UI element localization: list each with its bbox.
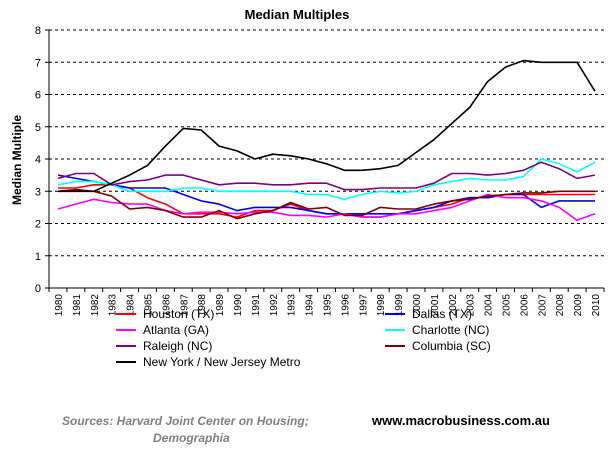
x-tick-label: 1985 bbox=[143, 294, 154, 317]
chart-title: Median Multiples bbox=[245, 7, 350, 22]
x-tick-label: 2008 bbox=[555, 294, 566, 317]
sources-line-1: Sources: Harvard Joint Center on Housing… bbox=[62, 414, 309, 428]
x-tick-label: 2001 bbox=[430, 294, 441, 317]
x-tick-label: 1981 bbox=[72, 294, 83, 317]
y-axis-label: Median Multiple bbox=[10, 115, 24, 205]
x-axis-ticks: 1980 1981 1982 1983 1984 1985 1986 1987 1988 1989… bbox=[48, 288, 605, 317]
x-tick-label: 2000 bbox=[412, 294, 423, 317]
y-tick-label: 5 bbox=[35, 122, 41, 134]
x-tick-label: 1995 bbox=[323, 294, 334, 317]
series-line-atlanta-ga bbox=[57, 193, 596, 222]
y-tick-label: 7 bbox=[35, 57, 41, 69]
y-tick-label: 6 bbox=[35, 90, 41, 102]
legend-label-atlanta-ga: Atlanta (GA) bbox=[143, 323, 209, 337]
x-tick-label: 1994 bbox=[305, 294, 316, 317]
x-tick-label: 1999 bbox=[394, 294, 405, 317]
series-line-new-york-new-jersey-metro bbox=[58, 59, 596, 193]
x-tick-label: 1990 bbox=[233, 294, 244, 317]
y-tick-label: 3 bbox=[35, 186, 41, 198]
gridlines bbox=[49, 29, 604, 257]
x-tick-label: 1992 bbox=[269, 294, 280, 317]
x-tick-label: 1996 bbox=[340, 294, 351, 317]
legend-label-columbia-sc: Columbia (SC) bbox=[412, 339, 491, 353]
x-tick-label: 1984 bbox=[126, 294, 137, 317]
x-tick-label: 2010 bbox=[591, 294, 602, 317]
x-tick-label: 1988 bbox=[197, 294, 208, 317]
y-tick-label: 2 bbox=[35, 219, 41, 231]
x-tick-label: 1998 bbox=[376, 294, 387, 317]
x-tick-label: 2003 bbox=[466, 294, 477, 317]
x-tick-label: 2009 bbox=[573, 294, 584, 317]
x-tick-label: 1989 bbox=[215, 294, 226, 317]
website-label: www.macrobusiness.com.au bbox=[371, 413, 550, 428]
x-tick-label: 2006 bbox=[519, 294, 530, 317]
x-tick-label: 2005 bbox=[502, 294, 513, 317]
y-tick-label: 4 bbox=[35, 154, 41, 166]
x-tick-label: 1997 bbox=[358, 294, 369, 317]
x-tick-label: 1987 bbox=[179, 294, 190, 317]
legend-label-houston-tx: Houston (TX) bbox=[143, 307, 214, 321]
legend-label-dallas-tx: Dallas (TX) bbox=[412, 307, 472, 321]
x-tick-label: 1993 bbox=[287, 294, 298, 317]
y-tick-label: 8 bbox=[35, 25, 41, 37]
x-tick-label: 2002 bbox=[448, 294, 459, 317]
legend-label-new-york-new-jersey-metro: New York / New Jersey Metro bbox=[143, 355, 301, 369]
x-tick-label: 1982 bbox=[90, 294, 101, 317]
x-tick-label: 2007 bbox=[537, 294, 548, 317]
x-tick-label: 2004 bbox=[484, 294, 495, 317]
y-tick-label: 1 bbox=[35, 251, 41, 263]
sources-line-2: Demographia bbox=[153, 431, 230, 445]
series-line-charlotte-nc bbox=[57, 158, 596, 201]
x-tick-label: 1983 bbox=[108, 294, 119, 317]
x-tick-label: 1980 bbox=[54, 294, 65, 317]
series-line-raleigh-nc bbox=[57, 161, 596, 191]
x-tick-label: 1986 bbox=[161, 294, 172, 317]
series-line-columbia-sc bbox=[57, 188, 595, 220]
series-line-houston-tx bbox=[58, 184, 595, 218]
legend-label-raleigh-nc: Raleigh (NC) bbox=[143, 339, 212, 353]
series-lines bbox=[57, 59, 596, 222]
y-tick-label: 0 bbox=[35, 283, 41, 295]
y-axis-ticks: 0 1 2 3 4 5 6 7 8 bbox=[35, 25, 49, 295]
x-tick-label: 1991 bbox=[251, 294, 262, 317]
legend: Houston (TX) Dallas (TX) Atlanta (GA) Charl… bbox=[116, 307, 491, 369]
legend-label-charlotte-nc: Charlotte (NC) bbox=[412, 323, 489, 337]
